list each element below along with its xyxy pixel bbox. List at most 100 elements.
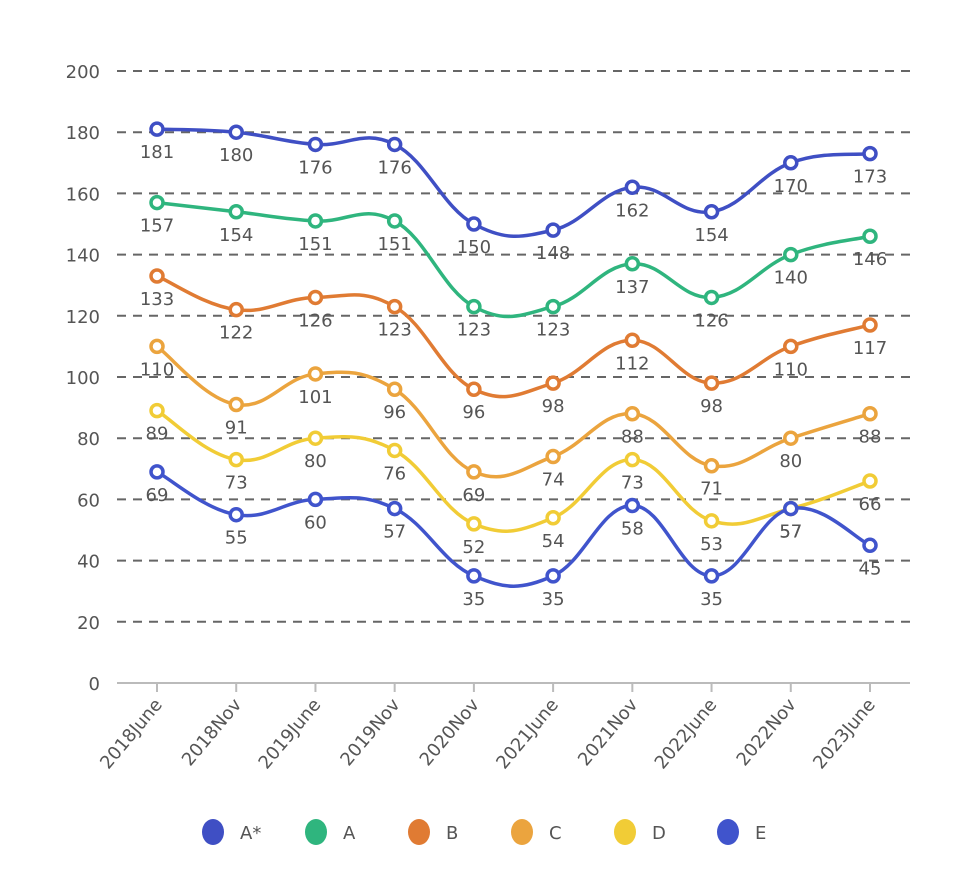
data-point[interactable] (545, 568, 561, 584)
x-tick-label: 2018June (96, 695, 167, 774)
data-label: 150 (457, 237, 491, 258)
data-point[interactable] (228, 301, 244, 318)
data-label: 151 (298, 234, 332, 255)
data-point[interactable] (862, 405, 878, 422)
legend-item-E[interactable]: E (717, 819, 766, 845)
data-point[interactable] (783, 430, 799, 446)
y-tick-label: 80 (77, 429, 100, 450)
data-point[interactable] (386, 500, 403, 517)
data-label: 162 (615, 200, 649, 221)
data-point[interactable] (149, 464, 165, 480)
data-point[interactable] (703, 204, 720, 220)
legend-swatch-icon (408, 819, 430, 845)
y-tick-label: 120 (66, 307, 100, 328)
data-point[interactable] (228, 204, 244, 220)
data-label: 154 (694, 225, 728, 246)
data-point[interactable] (624, 256, 641, 272)
series-B (149, 268, 878, 399)
data-label: 101 (298, 387, 332, 408)
data-point[interactable] (466, 516, 482, 532)
data-point[interactable] (703, 513, 720, 529)
data-point[interactable] (862, 145, 878, 162)
data-point[interactable] (624, 497, 641, 514)
data-point[interactable] (149, 268, 165, 284)
legend-swatch-icon (614, 819, 636, 845)
data-point[interactable] (228, 506, 244, 523)
data-point[interactable] (783, 246, 799, 263)
data-point[interactable] (624, 451, 641, 468)
data-point[interactable] (862, 473, 878, 489)
data-point[interactable] (703, 289, 720, 306)
data-label: 91 (225, 418, 248, 439)
data-point[interactable] (703, 457, 720, 474)
legend-item-D[interactable]: D (614, 819, 666, 845)
data-point[interactable] (703, 375, 720, 391)
y-tick-label: 60 (77, 490, 100, 511)
data-point[interactable] (386, 442, 403, 459)
legend-item-A*[interactable]: A* (202, 819, 261, 845)
data-label: 80 (779, 451, 802, 472)
data-point[interactable] (545, 448, 561, 465)
data-point[interactable] (307, 491, 324, 508)
data-point[interactable] (149, 121, 165, 137)
data-point[interactable] (783, 155, 799, 171)
data-point[interactable] (228, 451, 244, 468)
legend-swatch-icon (202, 819, 224, 845)
data-point[interactable] (466, 298, 482, 315)
data-point[interactable] (545, 510, 561, 526)
data-point[interactable] (545, 298, 561, 315)
data-point[interactable] (862, 537, 878, 554)
y-axis: 0 20 40 60 80 100 120 140 160 180 200 (66, 62, 100, 695)
data-point[interactable] (386, 381, 403, 397)
data-label: 98 (700, 396, 723, 417)
data-label: 88 (859, 427, 882, 448)
series-line (156, 274, 871, 399)
data-point[interactable] (703, 568, 720, 584)
data-point[interactable] (307, 430, 324, 446)
data-point[interactable] (466, 381, 482, 397)
legend-swatch-icon (717, 819, 739, 845)
data-point[interactable] (149, 338, 165, 355)
data-point[interactable] (149, 402, 165, 419)
data-point[interactable] (862, 317, 878, 333)
data-label: 157 (140, 216, 174, 237)
data-point[interactable] (386, 213, 403, 229)
data-point[interactable] (783, 338, 799, 355)
data-point[interactable] (307, 213, 324, 229)
data-point[interactable] (624, 405, 641, 422)
data-point[interactable] (307, 289, 324, 306)
data-label: 126 (694, 310, 728, 331)
legend-label: A (343, 823, 356, 844)
data-label: 110 (774, 359, 808, 380)
data-point[interactable] (466, 216, 482, 232)
data-label: 66 (859, 494, 882, 515)
data-point[interactable] (545, 375, 561, 391)
data-label: 96 (462, 402, 485, 423)
data-point[interactable] (862, 228, 878, 244)
data-point[interactable] (307, 366, 324, 382)
series-line (156, 470, 871, 588)
data-point[interactable] (386, 136, 403, 153)
data-point[interactable] (307, 136, 324, 153)
data-label: 98 (542, 396, 565, 417)
data-point[interactable] (386, 298, 403, 315)
data-point[interactable] (149, 194, 165, 211)
legend-item-C[interactable]: C (511, 819, 562, 845)
data-point[interactable] (466, 568, 482, 584)
legend-item-B[interactable]: B (408, 819, 458, 845)
data-point[interactable] (228, 124, 244, 140)
data-point[interactable] (783, 500, 799, 517)
legend-label: C (549, 823, 562, 844)
data-point[interactable] (545, 222, 561, 238)
x-tick-label: 2022Nov (732, 694, 800, 770)
data-point[interactable] (624, 332, 641, 349)
data-point[interactable] (228, 396, 244, 413)
data-label: 35 (462, 589, 485, 610)
data-point[interactable] (624, 179, 641, 196)
data-label: 57 (383, 522, 406, 543)
legend-item-A[interactable]: A (305, 819, 356, 845)
data-point[interactable] (466, 464, 482, 480)
data-label: 57 (779, 522, 802, 543)
data-label: 181 (140, 142, 174, 163)
legend-label: B (446, 823, 458, 844)
